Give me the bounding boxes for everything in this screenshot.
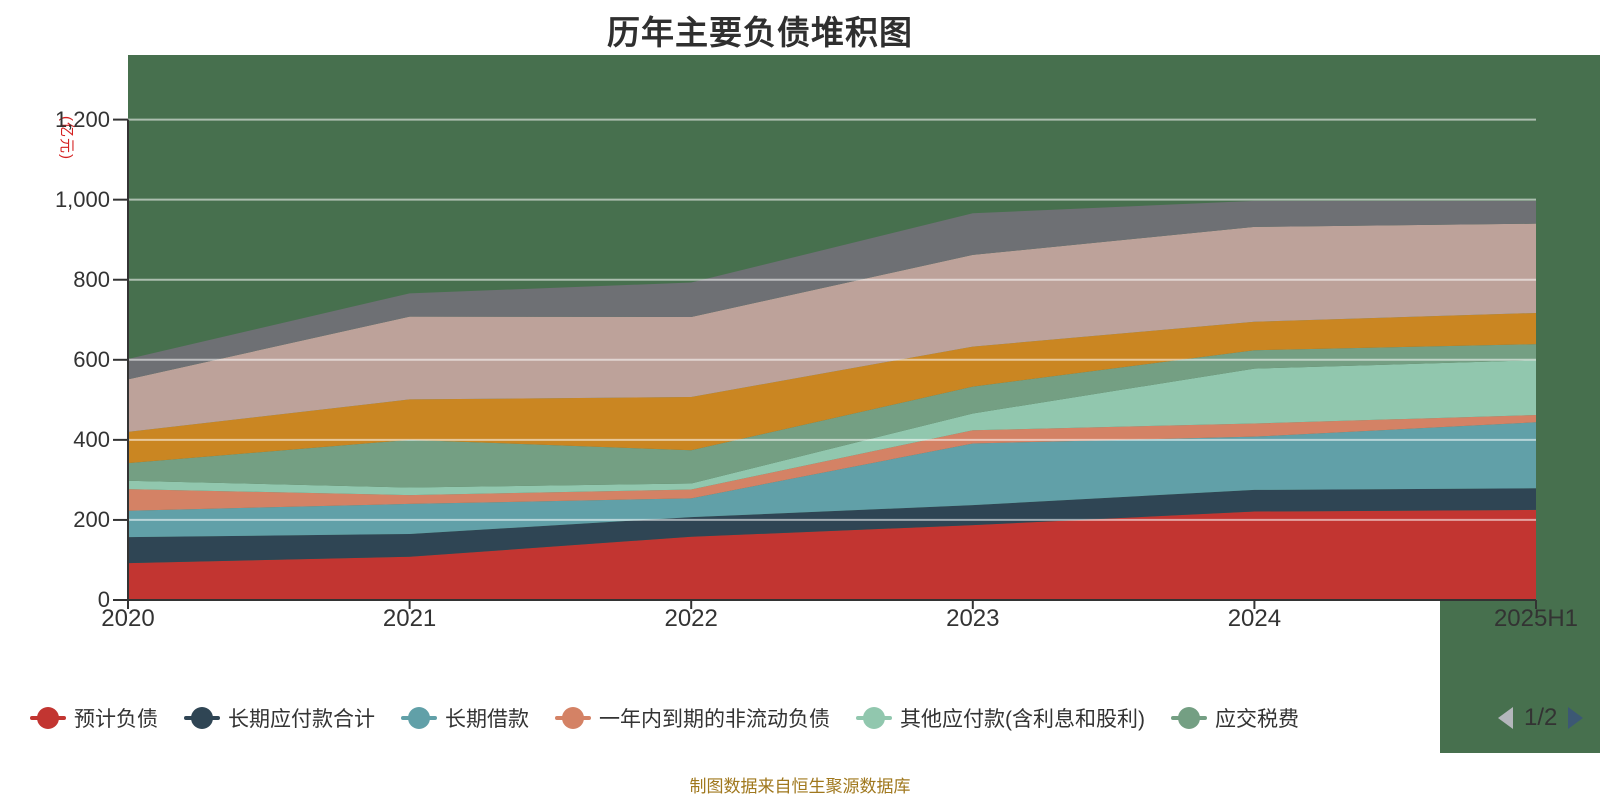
area-band-6 — [128, 344, 1536, 488]
y-axis-tick-label: 600 — [73, 346, 110, 372]
area-band-8 — [128, 223, 1536, 432]
legend-line-dot-icon — [401, 707, 437, 729]
legend: 预计负债 长期应付款合计 长期借款 一年内到期的非流动负债 其他应付款(含利息和… — [30, 703, 1299, 733]
legend-line-dot-icon — [856, 707, 892, 729]
x-axis-label: 2024 — [1227, 605, 1282, 632]
legend-item-label: 一年内到期的非流动负债 — [599, 708, 830, 731]
y-axis-tick-label: 200 — [73, 506, 110, 532]
y-axis-tick-label: 1,200 — [54, 106, 110, 132]
legend-line-dot-icon — [184, 707, 220, 729]
x-axis-label: 2020 — [101, 605, 155, 632]
data-source-note: 制图数据来自恒生聚源数据库 — [689, 777, 911, 796]
legend-line-dot-icon — [555, 707, 591, 729]
x-axis-label: 2023 — [946, 605, 1000, 632]
area-band-4 — [128, 415, 1536, 511]
legend-item-label: 预计负债 — [74, 708, 158, 731]
area-band-1 — [128, 509, 1536, 600]
x-axis-label: 2025H1 — [1493, 605, 1579, 632]
area-band-7 — [128, 312, 1536, 464]
legend-next-arrow-icon[interactable] — [1568, 707, 1584, 729]
area-band-5 — [128, 360, 1536, 496]
y-axis-tick-label: 400 — [73, 426, 110, 452]
area-band-2 — [128, 488, 1536, 564]
legend-item-other-payables[interactable]: 其他应付款(含利息和股利) — [856, 703, 1145, 733]
legend-prev-arrow-icon[interactable] — [1498, 707, 1513, 729]
legend-item-label: 长期借款 — [445, 708, 529, 731]
legend-item-long-term-borrowings[interactable]: 长期借款 — [401, 703, 529, 733]
x-axis-label: 2021 — [382, 605, 437, 632]
chart-title: 历年主要负债堆积图 — [607, 14, 913, 51]
legend-item-noncurrent-liabilities-due-within-1y[interactable]: 一年内到期的非流动负债 — [555, 703, 830, 733]
legend-item-estimated-liabilities[interactable]: 预计负债 — [30, 703, 158, 733]
legend-pagination: 1/2 — [1498, 704, 1584, 732]
y-axis-tick-label: 800 — [73, 266, 110, 292]
legend-item-label: 应交税费 — [1215, 708, 1299, 731]
legend-item-label: 长期应付款合计 — [228, 708, 375, 731]
y-axis-tick-label: 0 — [97, 587, 110, 612]
legend-line-dot-icon — [30, 707, 66, 729]
y-axis-tick-label: 1,000 — [54, 186, 110, 212]
legend-line-dot-icon — [1171, 707, 1207, 729]
legend-item-label: 其他应付款(含利息和股利) — [900, 708, 1145, 731]
area-band-9 — [128, 200, 1536, 380]
legend-item-long-term-payables-total[interactable]: 长期应付款合计 — [184, 703, 375, 733]
x-axis-label: 2022 — [664, 605, 718, 632]
legend-page-indicator: 1/2 — [1524, 704, 1558, 731]
area-band-3 — [128, 422, 1536, 538]
legend-item-taxes-payable[interactable]: 应交税费 — [1171, 703, 1299, 733]
